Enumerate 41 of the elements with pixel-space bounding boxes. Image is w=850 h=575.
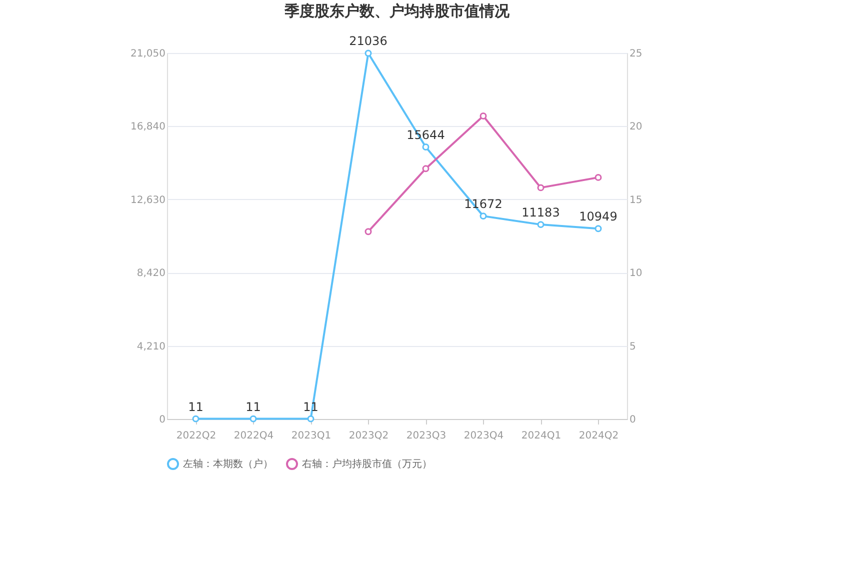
x-tick-label: 2024Q2 (578, 430, 619, 442)
chart-title: 季度股东户数、户均持股市值情况 (284, 2, 510, 20)
y2-tick-label: 5 (630, 341, 636, 352)
y2-tick-label: 15 (630, 194, 642, 206)
y2-tick-label: 0 (630, 414, 636, 426)
y-tick-label: 0 (159, 414, 166, 426)
point (537, 221, 544, 228)
data-label: 10949 (579, 210, 618, 224)
point (480, 212, 487, 220)
point (537, 184, 544, 192)
point (192, 415, 200, 422)
point (594, 174, 602, 181)
y-tick-label: 16,840 (130, 122, 166, 133)
x-tick-label: 2022Q4 (234, 430, 274, 442)
x-tick-label: 2022Q2 (176, 430, 216, 442)
x-tick-label: 2023Q4 (464, 430, 504, 442)
x-tick-label: 2023Q3 (406, 430, 446, 442)
x-tick-label: 2024Q1 (521, 430, 562, 442)
legend-label: 左轴：本期数（户） (183, 458, 273, 470)
point (307, 415, 314, 422)
y-tick-label: 12,630 (130, 194, 166, 206)
y2-tick-label: 10 (630, 268, 642, 280)
y2-tick-label: 20 (630, 122, 642, 133)
data-label: 11 (188, 400, 204, 414)
point (422, 144, 430, 150)
x-tick-label: 2023Q1 (291, 430, 332, 442)
y2-tick-label: 25 (630, 48, 642, 60)
y-tick-label: 21,050 (130, 48, 166, 60)
x-tick-label: 2023Q2 (348, 430, 389, 442)
y-tick-label: 8,420 (136, 268, 166, 280)
legend-label: 右轴：户均持股市值（万元） (302, 458, 432, 470)
y-tick-label: 4,210 (136, 341, 166, 352)
point (480, 112, 487, 120)
data-label: 11 (246, 400, 261, 414)
point (364, 228, 372, 236)
point (422, 165, 430, 172)
point (594, 225, 602, 232)
point (364, 50, 372, 57)
data-label: 11183 (522, 206, 560, 220)
point (250, 415, 257, 422)
data-label: 21036 (349, 34, 388, 48)
